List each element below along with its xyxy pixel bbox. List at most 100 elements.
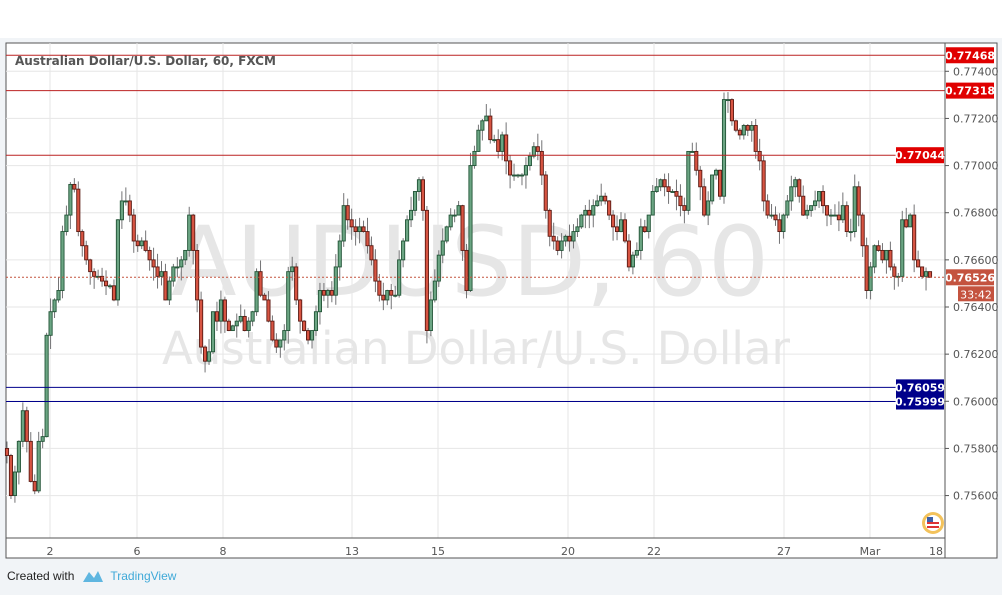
candle-body-down bbox=[745, 125, 750, 131]
candle bbox=[115, 219, 120, 306]
candle bbox=[923, 267, 929, 291]
candle-body-down bbox=[460, 205, 465, 251]
countdown-bg bbox=[958, 286, 994, 302]
candle-body-up bbox=[187, 214, 192, 251]
candle bbox=[214, 301, 220, 332]
candle-body-down bbox=[195, 249, 200, 301]
candle bbox=[626, 234, 631, 272]
time-tick-label: 2 bbox=[47, 545, 54, 558]
candle-body-up bbox=[440, 240, 445, 256]
price-tick-label: 0.77000 bbox=[953, 160, 999, 173]
candle-body-up bbox=[519, 174, 525, 177]
candle-body-down bbox=[306, 330, 311, 341]
candle-body-up bbox=[44, 334, 49, 438]
candle bbox=[64, 205, 69, 236]
candlestick-chart[interactable]: AUDUSD, 60 Australian Dollar/U.S. Dollar… bbox=[0, 0, 1002, 565]
candle bbox=[567, 224, 572, 252]
candle-body-up bbox=[480, 120, 485, 131]
candle-body-down bbox=[222, 299, 227, 322]
candle bbox=[476, 124, 481, 152]
candle-body-up bbox=[230, 325, 235, 332]
candle-body-up bbox=[515, 174, 521, 177]
candle-body-down bbox=[147, 249, 152, 261]
candle bbox=[611, 210, 616, 241]
candle-body-down bbox=[682, 205, 687, 211]
candle bbox=[230, 324, 235, 332]
candle bbox=[571, 224, 576, 249]
candle-body-up bbox=[571, 231, 576, 242]
candle-body-up bbox=[183, 249, 188, 261]
candle bbox=[496, 129, 501, 159]
level-label: 0.77318 bbox=[945, 85, 995, 98]
candle-body-up bbox=[456, 205, 461, 216]
candle bbox=[468, 152, 473, 292]
candle-body-down bbox=[80, 231, 85, 247]
tradingview-link[interactable]: TradingView bbox=[110, 569, 177, 583]
candle-body-down bbox=[266, 299, 271, 322]
candle-body-up bbox=[813, 200, 818, 207]
candle bbox=[872, 244, 877, 274]
candle bbox=[306, 327, 311, 345]
candle-body-up bbox=[412, 191, 418, 211]
time-tick-label: 22 bbox=[647, 545, 661, 558]
candle-body-down bbox=[294, 266, 299, 301]
candle-body-down bbox=[329, 290, 334, 296]
candle bbox=[302, 319, 307, 332]
candle bbox=[876, 240, 881, 252]
candle-body-up bbox=[476, 129, 481, 152]
price-tick-label: 0.75800 bbox=[953, 442, 999, 455]
candle-body-up bbox=[210, 311, 216, 353]
candle-body-up bbox=[286, 271, 291, 332]
candle-body-down bbox=[84, 245, 89, 261]
candle bbox=[662, 173, 667, 197]
candle bbox=[329, 281, 334, 303]
candle-body-down bbox=[844, 205, 849, 233]
candle bbox=[440, 228, 445, 264]
candle-body-up bbox=[250, 311, 255, 322]
candle bbox=[860, 212, 865, 257]
price-axis[interactable]: 0.75600 0.75800 0.76000 0.76200 0.76400 0.766… bbox=[945, 65, 999, 503]
candle-body-down bbox=[642, 226, 647, 233]
candle bbox=[864, 237, 869, 299]
candle bbox=[717, 169, 723, 200]
candle bbox=[733, 119, 738, 133]
time-tick-label: 8 bbox=[220, 545, 227, 558]
candle bbox=[246, 317, 251, 338]
time-tick-label: 20 bbox=[561, 545, 575, 558]
candle-body-up bbox=[428, 299, 433, 332]
level-label: 0.77044 bbox=[895, 149, 945, 162]
candle bbox=[828, 209, 834, 225]
candle bbox=[682, 197, 687, 224]
candle bbox=[199, 291, 204, 354]
time-tick-label: 27 bbox=[777, 545, 791, 558]
candle bbox=[488, 108, 493, 144]
candle bbox=[286, 266, 291, 344]
level-label-bg bbox=[896, 147, 944, 164]
candle bbox=[737, 128, 742, 140]
candle bbox=[92, 268, 97, 289]
candle bbox=[741, 123, 746, 140]
candle bbox=[357, 217, 362, 244]
candle-body-up bbox=[452, 214, 457, 217]
horizontal-levels[interactable] bbox=[6, 54, 945, 403]
candle bbox=[60, 225, 65, 299]
candle-body-up bbox=[531, 146, 536, 157]
candle-body-down bbox=[345, 205, 350, 221]
us-flag-icon[interactable] bbox=[922, 512, 944, 534]
candle bbox=[254, 268, 259, 316]
candle bbox=[143, 230, 148, 253]
time-axis[interactable]: 2 6 8 13 15 20 22 27 Mar 18 bbox=[47, 545, 944, 558]
tradingview-logo-icon[interactable] bbox=[82, 569, 104, 583]
candle bbox=[547, 208, 552, 247]
candle bbox=[817, 191, 822, 208]
candle-body-down bbox=[135, 240, 140, 247]
candle bbox=[523, 157, 528, 189]
candle bbox=[274, 333, 279, 353]
candle-body-down bbox=[302, 320, 307, 332]
candle bbox=[809, 205, 814, 217]
candle-body-up bbox=[725, 99, 731, 102]
candle bbox=[317, 282, 322, 325]
candle bbox=[147, 246, 152, 271]
candle bbox=[813, 190, 818, 211]
candle-body-down bbox=[543, 174, 548, 211]
